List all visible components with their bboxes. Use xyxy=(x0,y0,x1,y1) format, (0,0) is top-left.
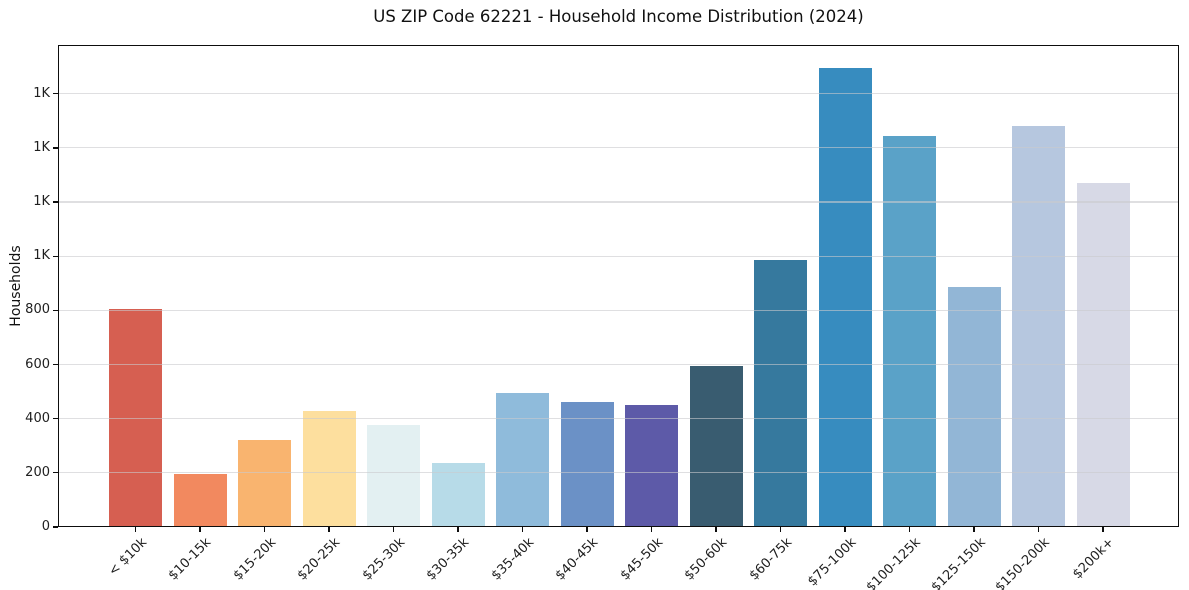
x-tick-mark xyxy=(199,527,201,532)
y-tick-mark xyxy=(53,526,58,528)
bar-200k xyxy=(1076,183,1130,527)
x-tick-label: $75-100k xyxy=(805,535,860,590)
x-tick-mark xyxy=(1037,527,1040,532)
gridline xyxy=(58,309,1179,311)
y-tick-label: 400 xyxy=(25,410,50,426)
x-tick-mark xyxy=(650,527,653,532)
bar-50-60k xyxy=(689,365,743,527)
y-tick-label: 1K xyxy=(33,194,50,210)
x-tick-mark xyxy=(844,527,846,532)
x-tick-label: $150-200k xyxy=(992,535,1054,590)
x-tick-label: $25-30k xyxy=(359,535,409,584)
x-tick-mark xyxy=(521,527,524,532)
gridline xyxy=(58,255,1179,257)
chart-title: US ZIP Code 62221 - Household Income Dis… xyxy=(373,7,864,26)
gridline xyxy=(58,472,1179,474)
bar-150-200k xyxy=(1012,126,1065,527)
gridline xyxy=(58,201,1179,203)
plot-area xyxy=(58,45,1179,527)
y-tick-mark xyxy=(53,93,58,95)
bar-30-35k xyxy=(431,463,485,527)
bar-60-75k xyxy=(754,260,807,527)
bar-25-30k xyxy=(367,425,420,527)
x-tick-label: $100-125k xyxy=(863,535,925,590)
x-tick-mark xyxy=(328,527,330,532)
x-tick-label: $125-150k xyxy=(928,535,989,590)
y-tick-mark xyxy=(53,472,58,474)
x-tick-label: $200k+ xyxy=(1070,535,1118,583)
x-tick-mark xyxy=(457,527,459,532)
x-tick-mark xyxy=(908,527,911,532)
x-tick-label: $60-75k xyxy=(746,535,796,584)
y-tick-label: 800 xyxy=(25,302,50,318)
x-tick-label: < $10k xyxy=(106,535,151,580)
bar-40-45k xyxy=(560,402,614,527)
y-tick-label: 1K xyxy=(33,248,50,264)
bar-75-100k xyxy=(818,68,872,527)
gridline xyxy=(58,363,1179,366)
x-tick-label: $50-60k xyxy=(682,535,731,584)
x-tick-mark xyxy=(263,527,266,532)
y-tick-mark xyxy=(53,147,58,149)
x-tick-label: $30-35k xyxy=(424,535,473,584)
gridline xyxy=(58,147,1179,149)
x-tick-mark xyxy=(134,527,137,532)
bar-35-40k xyxy=(496,392,549,527)
x-tick-label: $15-20k xyxy=(230,535,280,584)
x-tick-label: $35-40k xyxy=(488,535,538,584)
bar-125-150k xyxy=(947,287,1001,527)
bar-10-15k xyxy=(173,474,227,527)
y-tick-label: 200 xyxy=(25,464,50,480)
bar-10k xyxy=(109,309,162,527)
gridline xyxy=(58,93,1179,95)
bar-15-20k xyxy=(238,440,291,527)
x-tick-mark xyxy=(1102,527,1104,532)
bar-45-50k xyxy=(625,405,678,527)
bar-100-125k xyxy=(883,135,936,527)
x-tick-mark xyxy=(973,527,975,532)
x-tick-label: $20-25k xyxy=(295,535,344,584)
bar-20-25k xyxy=(302,410,356,527)
y-tick-mark xyxy=(53,255,58,257)
y-tick-label: 1K xyxy=(33,85,50,101)
x-tick-label: $40-45k xyxy=(553,535,602,584)
x-tick-mark xyxy=(779,527,782,532)
gridline xyxy=(58,418,1179,420)
x-tick-label: $45-50k xyxy=(617,535,667,584)
x-tick-mark xyxy=(586,527,588,532)
y-tick-label: 1K xyxy=(33,139,50,155)
x-tick-mark xyxy=(715,527,717,532)
y-tick-mark xyxy=(53,309,58,312)
y-tick-mark xyxy=(53,418,58,420)
x-tick-mark xyxy=(392,527,395,532)
y-tick-label: 600 xyxy=(25,356,50,372)
y-tick-mark xyxy=(53,201,58,203)
x-tick-label: $10-15k xyxy=(166,535,215,584)
y-tick-mark xyxy=(53,363,58,366)
y-tick-label: 0 xyxy=(41,519,50,534)
